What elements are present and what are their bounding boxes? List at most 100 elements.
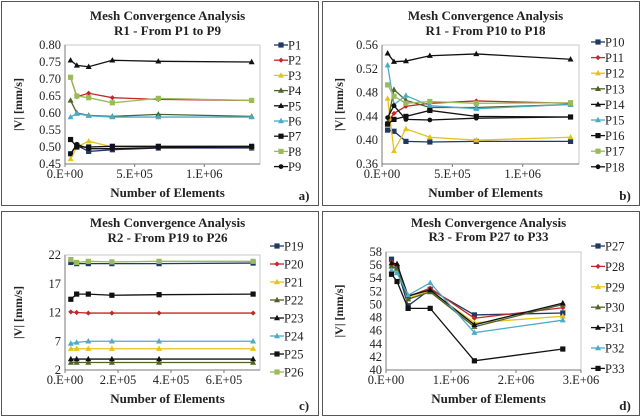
data-point [74, 259, 80, 266]
data-point [250, 359, 257, 365]
data-point [559, 313, 566, 319]
y-axis-label: |V| [mm/s] [11, 78, 25, 131]
data-point [156, 258, 162, 264]
y-tick-label: 0.80 [39, 38, 61, 52]
legend-marker [595, 304, 601, 310]
data-point [109, 310, 115, 316]
y-tick-label: 2 [55, 363, 61, 377]
data-point [567, 134, 574, 140]
data-point [155, 145, 161, 151]
data-point [156, 355, 163, 362]
series-P20 [68, 309, 256, 316]
legend-marker [274, 296, 280, 303]
data-point [85, 138, 92, 144]
series-line [69, 77, 252, 104]
legend-marker [595, 365, 601, 371]
legend-marker [278, 102, 284, 108]
data-point [402, 125, 409, 132]
legend-marker [595, 164, 601, 170]
legend-label: P27 [605, 240, 624, 254]
series-P32 [388, 267, 566, 335]
data-point [385, 127, 391, 133]
data-point [427, 279, 434, 286]
series-P33 [388, 271, 566, 364]
legend-label: P19 [284, 240, 303, 254]
series-P28 [388, 259, 566, 321]
series-line [391, 262, 563, 326]
legend-label: P21 [284, 276, 303, 290]
x-axis-label: Number of Elements [110, 391, 225, 406]
legend-label: P11 [605, 51, 624, 65]
panel-label: c) [299, 398, 309, 413]
data-point [388, 256, 395, 262]
legend-marker [595, 39, 601, 45]
data-point [155, 95, 161, 101]
legend-item: P12 [591, 67, 624, 81]
data-point [405, 303, 411, 309]
series-line [390, 258, 563, 316]
data-point [73, 339, 80, 345]
data-point [388, 259, 395, 266]
data-point [156, 310, 162, 316]
y-tick-label: 40 [370, 363, 383, 377]
plot-area [381, 44, 580, 165]
series-line [69, 77, 252, 102]
legend-item: P17 [591, 145, 624, 159]
legend-marker [278, 148, 284, 154]
legend-item: P22 [270, 294, 303, 308]
data-point [86, 148, 92, 155]
data-point [85, 291, 91, 297]
data-point [74, 141, 80, 147]
data-point [426, 102, 433, 108]
legend-item: P4 [274, 84, 302, 98]
data-point [403, 116, 409, 122]
series-line [387, 52, 571, 63]
legend-label: P17 [605, 145, 624, 159]
legend-label: P12 [605, 67, 624, 81]
data-point [67, 340, 74, 346]
legend-label: P14 [605, 98, 625, 112]
legend-label: P23 [284, 312, 303, 326]
y-tick-label: 52 [370, 284, 383, 298]
legend-label: P32 [605, 342, 624, 356]
data-point [156, 345, 163, 351]
series-P10 [385, 127, 574, 145]
data-point [567, 100, 574, 106]
chart-subtitle: R3 - From P27 to P33 [429, 229, 549, 244]
x-tick-label: 5.E+05 [434, 167, 471, 181]
data-point [405, 292, 412, 298]
data-point [85, 258, 91, 264]
x-tick-label: 5.E+05 [116, 167, 153, 181]
legend-item: P28 [591, 260, 624, 274]
y-tick-label: 56 [370, 258, 383, 272]
y-tick-label: 0.55 [39, 123, 61, 137]
series-P5 [67, 57, 255, 69]
data-point [73, 110, 80, 116]
data-point [384, 50, 391, 56]
legend-marker [595, 243, 601, 249]
chart-panel-a: Mesh Convergence Analysis R1 - From P1 to… [1, 1, 319, 206]
y-tick-label: 54 [370, 271, 383, 285]
legend-item: P7 [274, 130, 301, 144]
y-tick-label: 0.44 [356, 109, 379, 123]
data-point [73, 62, 80, 68]
legend-item: P21 [270, 276, 303, 290]
y-tick-label: 0.60 [39, 106, 61, 120]
chart-panel-b: Mesh Convergence Analysis R1 - From P10 t… [322, 1, 640, 206]
data-point [385, 82, 391, 88]
data-point [391, 103, 397, 109]
data-point [249, 144, 255, 150]
panel-label: a) [299, 188, 310, 203]
data-point [390, 86, 397, 92]
data-point [109, 292, 115, 298]
series-P1 [67, 142, 255, 157]
legend-item: P25 [270, 348, 303, 362]
data-point [156, 359, 163, 365]
data-point [426, 52, 433, 58]
legend-label: P4 [288, 84, 302, 98]
legend-item: P20 [270, 258, 303, 272]
data-point [109, 113, 116, 120]
series-P21 [67, 345, 257, 351]
data-point [471, 329, 478, 335]
